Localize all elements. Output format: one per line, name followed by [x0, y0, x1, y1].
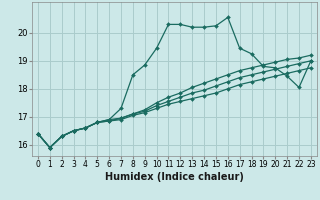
- X-axis label: Humidex (Indice chaleur): Humidex (Indice chaleur): [105, 172, 244, 182]
